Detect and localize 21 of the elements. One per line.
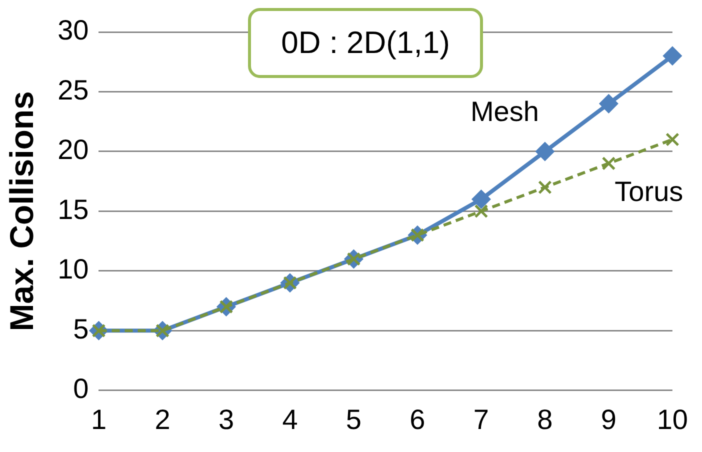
x-tick-label: 7: [473, 404, 489, 435]
y-tick-label: 25: [58, 74, 89, 106]
x-tick-label: 4: [282, 404, 298, 435]
x-tick-label: 9: [600, 404, 616, 435]
y-tick-label: 30: [58, 14, 89, 46]
y-tick-label: 20: [58, 134, 89, 166]
series-label: Mesh: [470, 96, 539, 128]
y-axis-title: Max. Collisions: [2, 91, 40, 332]
x-tick-label: 8: [537, 404, 553, 435]
y-tick-label: 5: [73, 313, 89, 344]
x-tick-label: 2: [154, 404, 170, 435]
y-tick-label: 0: [73, 373, 89, 404]
x-tick-label: 10: [656, 404, 688, 435]
y-tick-label: 15: [58, 194, 89, 225]
x-tick-label: 3: [218, 404, 234, 435]
x-tick-label: 6: [410, 404, 426, 435]
series-label: Torus: [614, 176, 684, 208]
x-tick-label: 1: [90, 404, 107, 435]
chart-title: 0D : 2D(1,1): [248, 8, 483, 78]
y-tick-label: 10: [58, 254, 89, 285]
x-tick-label: 5: [346, 404, 362, 435]
